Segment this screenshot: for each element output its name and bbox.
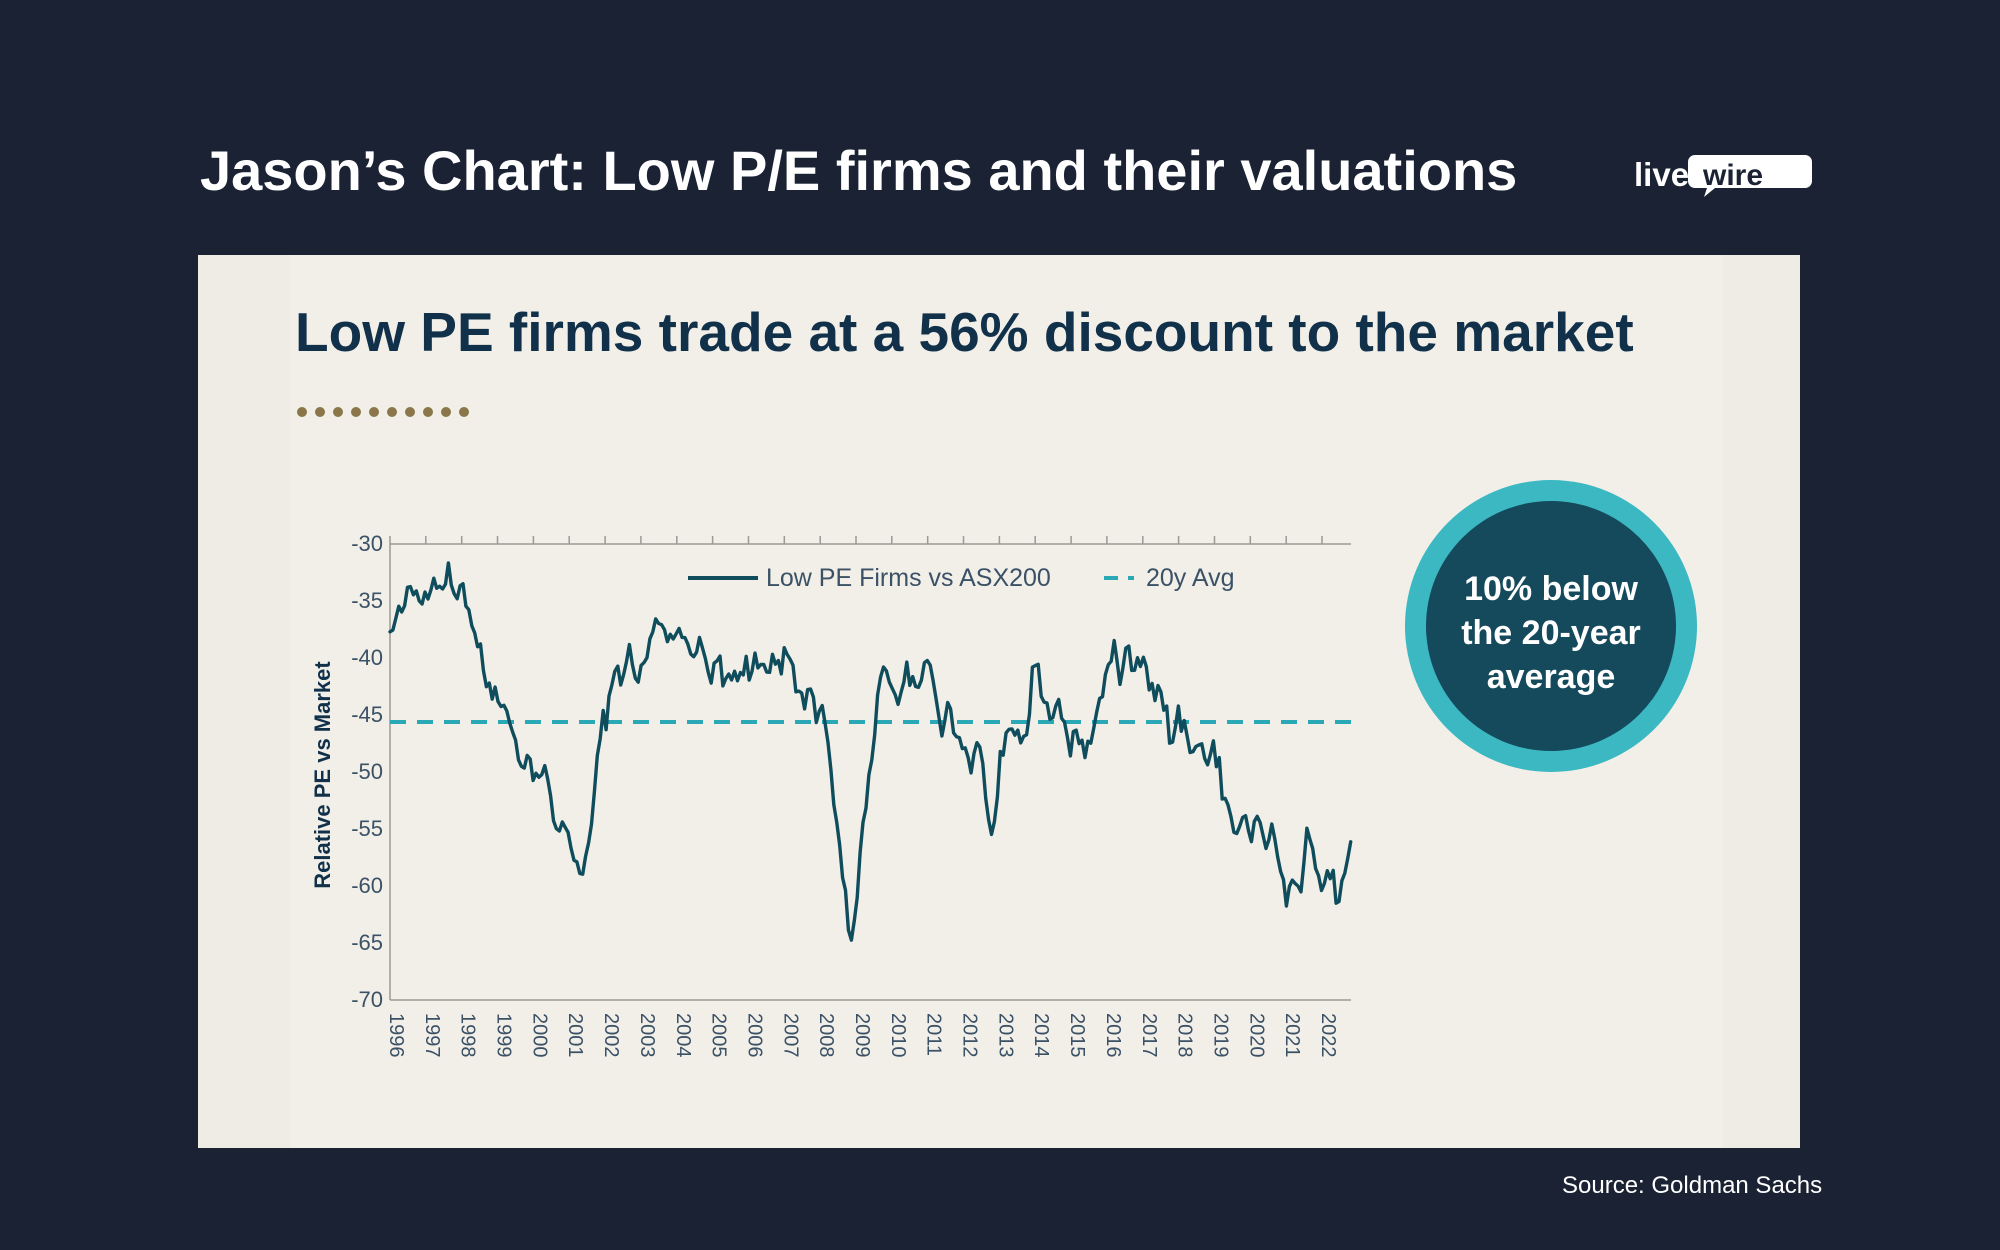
svg-text:-50: -50 bbox=[351, 759, 383, 784]
svg-text:2012: 2012 bbox=[959, 1013, 981, 1058]
svg-text:-60: -60 bbox=[351, 873, 383, 898]
svg-text:average: average bbox=[1487, 658, 1616, 696]
svg-text:2017: 2017 bbox=[1138, 1013, 1160, 1058]
svg-text:2007: 2007 bbox=[779, 1013, 801, 1058]
svg-text:2006: 2006 bbox=[744, 1013, 766, 1058]
svg-text:the 20-year: the 20-year bbox=[1461, 614, 1641, 652]
svg-text:Low PE Firms vs ASX200: Low PE Firms vs ASX200 bbox=[766, 564, 1051, 592]
svg-text:-35: -35 bbox=[351, 588, 383, 613]
svg-text:1999: 1999 bbox=[493, 1013, 515, 1058]
svg-text:2018: 2018 bbox=[1174, 1013, 1196, 1058]
svg-text:2009: 2009 bbox=[851, 1013, 873, 1058]
svg-text:20y Avg: 20y Avg bbox=[1146, 564, 1235, 592]
svg-text:2003: 2003 bbox=[636, 1013, 658, 1058]
svg-text:-45: -45 bbox=[351, 702, 383, 727]
svg-text:10% below: 10% below bbox=[1464, 570, 1638, 608]
svg-text:2004: 2004 bbox=[672, 1013, 694, 1058]
svg-text:-40: -40 bbox=[351, 645, 383, 670]
svg-text:-70: -70 bbox=[351, 987, 383, 1012]
svg-text:-30: -30 bbox=[351, 531, 383, 556]
svg-text:2002: 2002 bbox=[600, 1013, 622, 1058]
svg-text:2015: 2015 bbox=[1066, 1013, 1088, 1058]
svg-text:2000: 2000 bbox=[528, 1013, 550, 1058]
svg-text:1998: 1998 bbox=[457, 1013, 479, 1058]
svg-text:2001: 2001 bbox=[564, 1013, 586, 1058]
svg-text:1996: 1996 bbox=[385, 1013, 407, 1058]
svg-text:2013: 2013 bbox=[994, 1013, 1016, 1058]
svg-text:2005: 2005 bbox=[708, 1013, 730, 1058]
svg-text:2014: 2014 bbox=[1030, 1013, 1052, 1058]
svg-text:Relative PE vs Market: Relative PE vs Market bbox=[310, 661, 335, 889]
svg-text:2022: 2022 bbox=[1317, 1013, 1339, 1058]
svg-text:-65: -65 bbox=[351, 930, 383, 955]
svg-text:2016: 2016 bbox=[1102, 1013, 1124, 1058]
svg-text:-55: -55 bbox=[351, 816, 383, 841]
svg-text:1997: 1997 bbox=[421, 1013, 443, 1058]
svg-text:2010: 2010 bbox=[887, 1013, 909, 1058]
svg-text:2019: 2019 bbox=[1210, 1013, 1232, 1058]
svg-text:2008: 2008 bbox=[815, 1013, 837, 1058]
svg-text:2011: 2011 bbox=[923, 1013, 945, 1056]
svg-text:2020: 2020 bbox=[1245, 1013, 1267, 1058]
svg-text:2021: 2021 bbox=[1281, 1013, 1303, 1058]
